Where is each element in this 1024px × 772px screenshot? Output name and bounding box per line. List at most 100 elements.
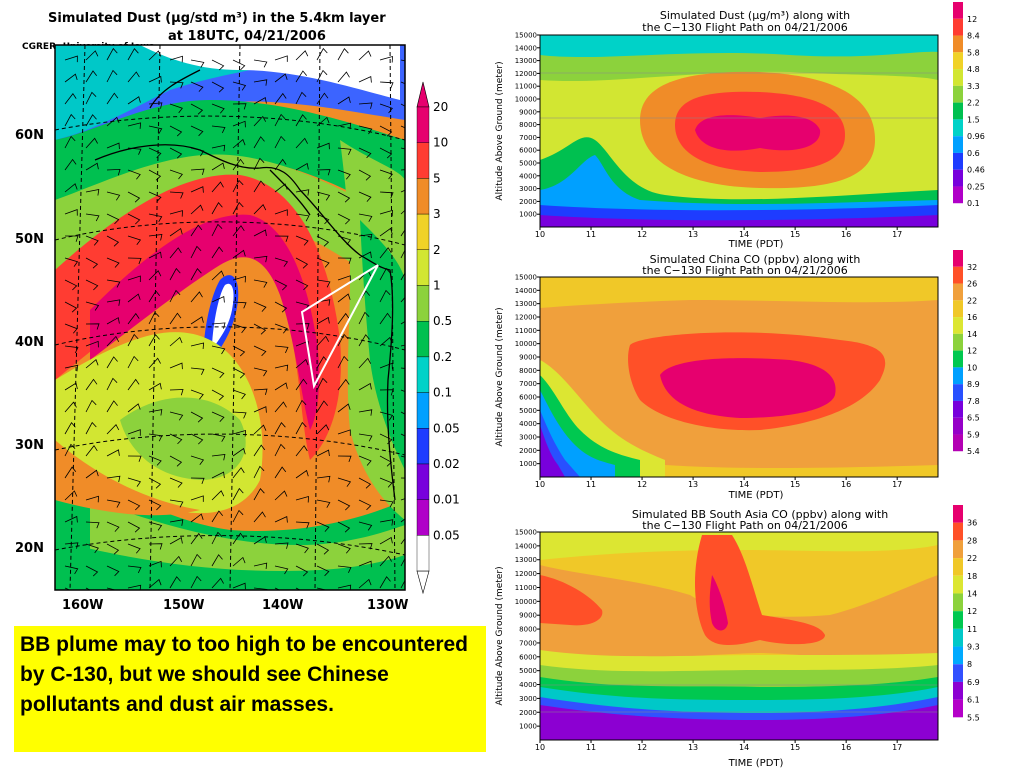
wind-barb: [85, 301, 100, 311]
caption-text: BB plume may to too high to be encounter…: [20, 633, 469, 716]
cs1-colorbar-label: 8.4: [967, 32, 980, 41]
wind-barb: [253, 488, 265, 501]
wind-barb: [295, 378, 308, 391]
cs2-colorbar-label: 5.9: [967, 430, 980, 439]
wind-barb: [253, 180, 266, 193]
cs1-y-tick-label: 3000: [519, 185, 537, 193]
wind-barb: [148, 455, 162, 466]
wind-barb: [232, 275, 246, 283]
lat-label-60n: 60N: [15, 128, 44, 143]
wind-barb: [106, 299, 121, 306]
cs3-colorbar-label: 28: [967, 536, 977, 545]
wind-barb: [379, 289, 391, 303]
wind-barb: [253, 388, 268, 396]
wind-barb: [127, 378, 140, 391]
cs1-y-tick-label: 9000: [519, 108, 537, 116]
map-colorbar-swatch: [416, 178, 430, 215]
wind-barb: [64, 345, 79, 354]
cs3-colorbar-label: 9.3: [967, 643, 980, 652]
map-colorbar-label: 5: [433, 171, 441, 185]
cs1-colorbar-label: 0.25: [967, 182, 985, 191]
cs3-colorbar-label: 11: [967, 625, 977, 634]
cs3-colorbar-label: 22: [967, 554, 977, 563]
wind-barb: [64, 443, 76, 457]
wind-barb: [148, 499, 162, 511]
wind-barb: [169, 103, 183, 114]
wind-barb: [148, 147, 162, 159]
wind-barb: [232, 389, 246, 400]
wind-barb: [274, 382, 288, 391]
cs1-colorbar-label: 0.6: [967, 149, 980, 158]
wind-barb: [379, 519, 394, 526]
map-colorbar-swatch: [416, 499, 430, 536]
wind-barb: [253, 301, 267, 312]
wind-barb: [127, 403, 141, 413]
wind-barb: [232, 179, 244, 193]
cs2-y-tick-label: 8000: [519, 367, 537, 375]
cs1-colorbar-swatch: [953, 186, 963, 204]
map-colorbar-label: 0.05: [433, 528, 460, 542]
wind-barb: [274, 135, 286, 149]
wind-barb: [64, 73, 78, 83]
map-colorbar-label: 0.5: [433, 314, 452, 328]
wind-barb: [127, 565, 142, 574]
wind-barb: [295, 213, 310, 222]
wind-barb: [211, 345, 226, 355]
wind-barb: [358, 334, 370, 347]
wind-barb: [190, 411, 204, 423]
map-colorbar-label: 1: [433, 279, 441, 293]
wind-barb: [337, 455, 352, 463]
wind-barb: [316, 47, 328, 61]
cs3-y-tick-label: 10000: [515, 598, 537, 606]
wind-barb: [106, 499, 121, 508]
cs2-x-tick-label: 17: [892, 480, 902, 489]
wind-barb: [295, 469, 309, 479]
wind-barb: [211, 202, 223, 215]
wind-barb: [379, 576, 391, 589]
lat-label-20n: 20N: [15, 541, 44, 556]
wind-barb: [169, 191, 184, 199]
wind-barb: [211, 181, 224, 193]
wind-barb: [211, 144, 226, 152]
cs1-title: Simulated Dust (μg/m³) along with: [660, 9, 850, 22]
wind-barb: [127, 71, 140, 83]
wind-barb: [400, 557, 405, 567]
cs1-field: [540, 35, 938, 227]
cs2-axes: 10 11 12 13 14 15 16 17 1000 2000 3000 4000 5000 6000…: [515, 274, 903, 490]
wind-barb: [211, 433, 226, 442]
wind-barb: [148, 543, 163, 550]
wind-barb: [127, 122, 142, 129]
wind-barb: [295, 70, 308, 83]
cs1-y-tick-label: 6000: [519, 147, 537, 155]
wind-barb: [358, 433, 373, 442]
map-colorbar-label: 10: [433, 136, 448, 150]
wind-barb: [358, 233, 373, 241]
wind-barb: [190, 186, 204, 193]
cs2-x-tick-label: 11: [586, 480, 596, 489]
cs3-ylabel: Altitude Above Ground (meter): [495, 566, 505, 705]
wind-barb: [379, 411, 394, 421]
map-colorbar-swatch: [416, 321, 430, 358]
wind-barb: [274, 257, 289, 267]
cs2-colorbar-swatch: [953, 417, 963, 435]
lat-label-40n: 40N: [15, 335, 44, 350]
cs1-x-tick-label: 14: [739, 230, 749, 239]
cs1-y-tick-label: 1000: [519, 211, 537, 219]
cs3-colorbar-label: 8: [967, 660, 972, 669]
map-colorbar-top-arrow: [416, 81, 430, 108]
wind-barb: [316, 449, 330, 457]
wind-barb: [253, 204, 267, 215]
wind-barb: [64, 323, 78, 334]
wind-barb: [190, 59, 205, 68]
cs1-colorbar-swatch: [953, 102, 963, 120]
wind-barb: [127, 584, 142, 590]
cs3-y-tick-label: 8000: [519, 626, 537, 634]
cs3-x-tick-label: 12: [637, 743, 647, 752]
cs2-x-tick-label: 14: [739, 480, 749, 489]
map-colorbar-label: 0.01: [433, 493, 460, 507]
wind-barb: [169, 455, 183, 467]
wind-barb: [337, 48, 349, 61]
wind-barb: [64, 55, 78, 63]
wind-barb: [358, 499, 372, 511]
cs1-y-tick-label: 7000: [519, 134, 537, 142]
